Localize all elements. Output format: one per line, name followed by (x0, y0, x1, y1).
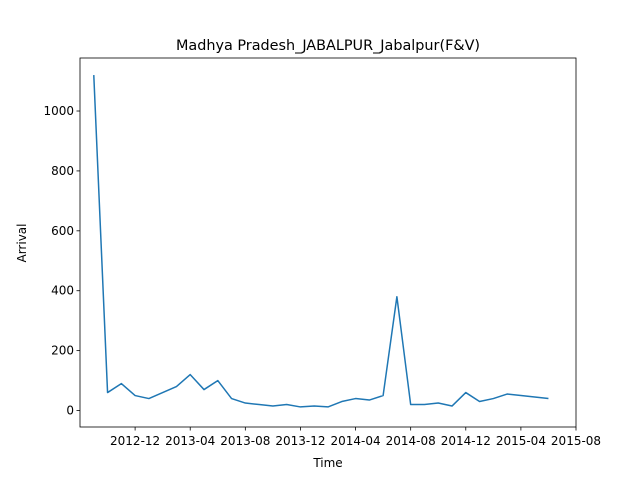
y-tick-label: 0 (66, 404, 74, 418)
x-tick-label: 2014-04 (330, 434, 380, 448)
series-line (93, 75, 549, 408)
y-tick-label: 1000 (43, 104, 74, 118)
y-tick-label: 400 (51, 284, 74, 298)
x-tick-label: 2013-08 (220, 434, 270, 448)
x-axis-label: Time (312, 456, 342, 470)
y-tick-label: 800 (51, 164, 74, 178)
chart-title: Madhya Pradesh_JABALPUR_Jabalpur(F&V) (176, 38, 480, 54)
x-tick-label: 2013-04 (165, 434, 215, 448)
x-tick-label: 2013-12 (275, 434, 325, 448)
y-axis-label: Arrival (15, 224, 29, 263)
x-tick-label: 2015-04 (496, 434, 546, 448)
y-tick-label: 600 (51, 224, 74, 238)
plot-frame (79, 57, 577, 428)
y-tick-label: 200 (51, 344, 74, 358)
x-tick-label: 2012-12 (110, 434, 160, 448)
x-tick-label: 2014-08 (386, 434, 436, 448)
x-tick-label: 2014-12 (441, 434, 491, 448)
x-tick-label: 2015-08 (551, 434, 601, 448)
